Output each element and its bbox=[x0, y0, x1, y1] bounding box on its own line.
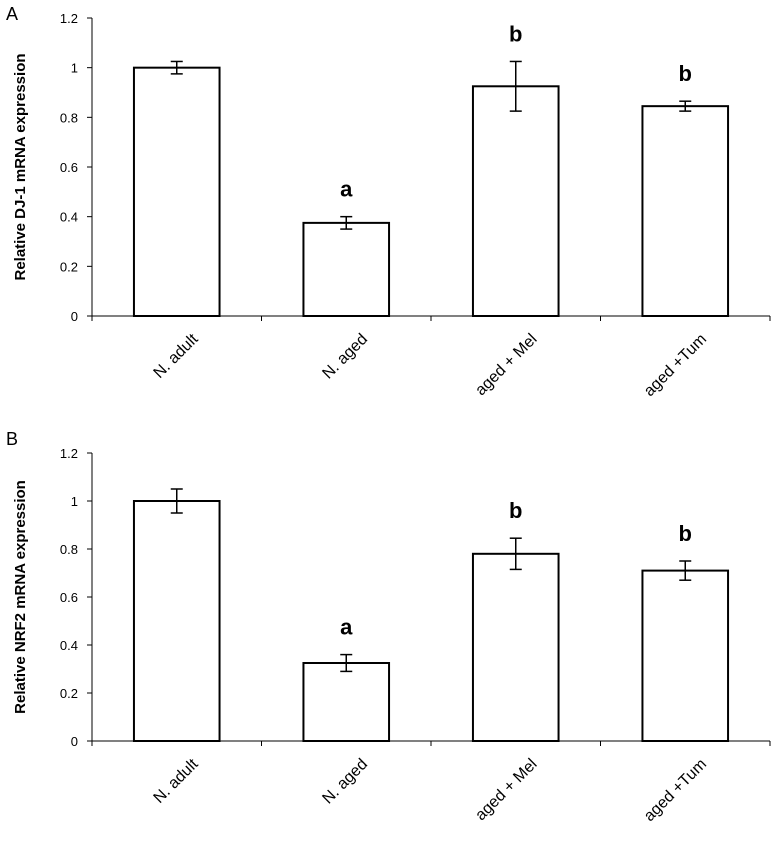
bar bbox=[641, 569, 730, 742]
bar bbox=[132, 500, 221, 742]
y-tick-label: 1 bbox=[71, 61, 78, 76]
y-tick-label: 1.2 bbox=[60, 446, 78, 461]
bar bbox=[471, 85, 560, 317]
y-tick-label: 0.4 bbox=[60, 638, 78, 653]
category-label: aged +Tum bbox=[641, 331, 710, 400]
category-label: N. adult bbox=[151, 330, 202, 381]
significance-label: a bbox=[340, 177, 353, 202]
y-axis-title: Relative NRF2 mRNA expression bbox=[12, 480, 29, 714]
chart-b: 0 0.2 0.4 0.6 0.8 1 1.2 Relative NRF2 mRNA expr… bbox=[12, 446, 771, 825]
y-axis-title: Relative DJ-1 mRNA expression bbox=[12, 53, 29, 280]
y-tick-label: 0.6 bbox=[60, 160, 78, 175]
y-tick-label: 0 bbox=[71, 734, 78, 749]
y-tick-label: 0.2 bbox=[60, 686, 78, 701]
category-label: N. adult bbox=[151, 755, 202, 806]
y-tick-label: 0.6 bbox=[60, 590, 78, 605]
significance-label: a bbox=[340, 615, 353, 640]
significance-label: b bbox=[509, 498, 522, 523]
y-tick-label: 1 bbox=[71, 494, 78, 509]
y-tick-label: 0 bbox=[71, 309, 78, 324]
category-label: aged +Tum bbox=[641, 756, 710, 825]
panel-b: B 0 0.2 0.4 0.6 0.8 1 1.2 Relative NRF2 mRNA ex… bbox=[0, 425, 783, 850]
y-tick-label: 0.2 bbox=[60, 259, 78, 274]
category-label: N. aged bbox=[319, 331, 371, 383]
significance-label: b bbox=[679, 521, 692, 546]
bar bbox=[302, 221, 391, 317]
category-label: N. aged bbox=[319, 756, 371, 808]
y-tick-label: 0.8 bbox=[60, 110, 78, 125]
panel-a: A 0 0.2 0.4 0.6 0.8 1 1.2 Relative DJ-1 mRNA ex… bbox=[6, 4, 771, 400]
bar bbox=[132, 66, 221, 317]
chart-a: 0 0.2 0.4 0.6 0.8 1 1.2 Relative DJ-1 mRNA expr… bbox=[12, 11, 771, 400]
bar bbox=[641, 105, 730, 317]
category-label: aged + Mel bbox=[472, 331, 540, 399]
significance-label: b bbox=[679, 61, 692, 86]
y-tick-label: 0.8 bbox=[60, 542, 78, 557]
y-tick-label: 1.2 bbox=[60, 11, 78, 26]
bar bbox=[471, 552, 560, 742]
significance-label: b bbox=[509, 21, 522, 46]
bar bbox=[302, 662, 391, 742]
panel-letter: A bbox=[6, 4, 19, 24]
category-label: aged + Mel bbox=[472, 756, 540, 824]
y-tick-label: 0.4 bbox=[60, 210, 78, 225]
panel-letter: B bbox=[6, 429, 19, 449]
